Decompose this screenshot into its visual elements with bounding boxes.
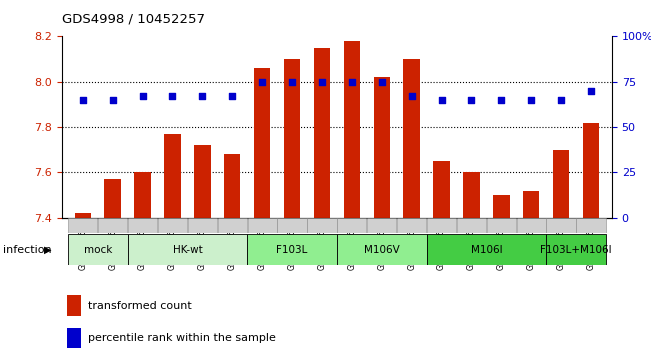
- Text: HK-wt: HK-wt: [173, 245, 202, 254]
- Point: [107, 97, 118, 103]
- Bar: [68, 234, 128, 265]
- Point: [227, 93, 238, 99]
- Bar: [523, 191, 540, 218]
- Point: [197, 93, 208, 99]
- Bar: [344, 41, 360, 218]
- Point: [466, 97, 477, 103]
- Bar: [583, 122, 599, 218]
- Bar: [487, 218, 516, 233]
- Bar: [128, 218, 157, 233]
- Point: [137, 93, 148, 99]
- Bar: [337, 218, 367, 233]
- Point: [436, 97, 447, 103]
- Bar: [98, 218, 128, 233]
- Bar: [67, 328, 81, 348]
- Bar: [277, 218, 307, 233]
- Bar: [426, 234, 546, 265]
- Bar: [75, 213, 91, 218]
- Bar: [546, 218, 575, 233]
- Bar: [427, 218, 456, 233]
- Text: F103L+M106I: F103L+M106I: [540, 245, 612, 254]
- Bar: [158, 218, 187, 233]
- Text: percentile rank within the sample: percentile rank within the sample: [89, 333, 276, 343]
- Text: ▶: ▶: [44, 245, 52, 255]
- Bar: [134, 172, 151, 218]
- Bar: [128, 234, 247, 265]
- Bar: [194, 145, 210, 218]
- Bar: [68, 218, 98, 233]
- Bar: [104, 179, 121, 218]
- Point: [586, 88, 596, 94]
- Text: mock: mock: [83, 245, 112, 254]
- Point: [406, 93, 417, 99]
- Bar: [254, 68, 270, 218]
- Point: [317, 79, 327, 85]
- Bar: [434, 161, 450, 218]
- Point: [287, 79, 298, 85]
- Text: transformed count: transformed count: [89, 301, 192, 311]
- Bar: [247, 218, 277, 233]
- Bar: [67, 295, 81, 316]
- Bar: [314, 48, 330, 218]
- Bar: [464, 172, 480, 218]
- Bar: [164, 134, 181, 218]
- Bar: [457, 218, 486, 233]
- Bar: [493, 195, 510, 218]
- Bar: [217, 218, 247, 233]
- Bar: [374, 77, 390, 218]
- Point: [526, 97, 536, 103]
- Bar: [284, 59, 300, 218]
- Bar: [337, 234, 426, 265]
- Bar: [397, 218, 426, 233]
- Text: infection: infection: [3, 245, 52, 255]
- Text: F103L: F103L: [277, 245, 308, 254]
- Bar: [367, 218, 396, 233]
- Text: GDS4998 / 10452257: GDS4998 / 10452257: [62, 12, 205, 25]
- Bar: [224, 154, 240, 218]
- Point: [346, 79, 357, 85]
- Point: [496, 97, 506, 103]
- Bar: [553, 150, 570, 218]
- Text: M106I: M106I: [471, 245, 502, 254]
- Point: [167, 93, 178, 99]
- Bar: [404, 59, 420, 218]
- Bar: [247, 234, 337, 265]
- Point: [556, 97, 566, 103]
- Bar: [517, 218, 546, 233]
- Bar: [187, 218, 217, 233]
- Bar: [546, 234, 606, 265]
- Text: M106V: M106V: [364, 245, 400, 254]
- Point: [376, 79, 387, 85]
- Point: [257, 79, 268, 85]
- Point: [77, 97, 88, 103]
- Bar: [576, 218, 605, 233]
- Bar: [307, 218, 337, 233]
